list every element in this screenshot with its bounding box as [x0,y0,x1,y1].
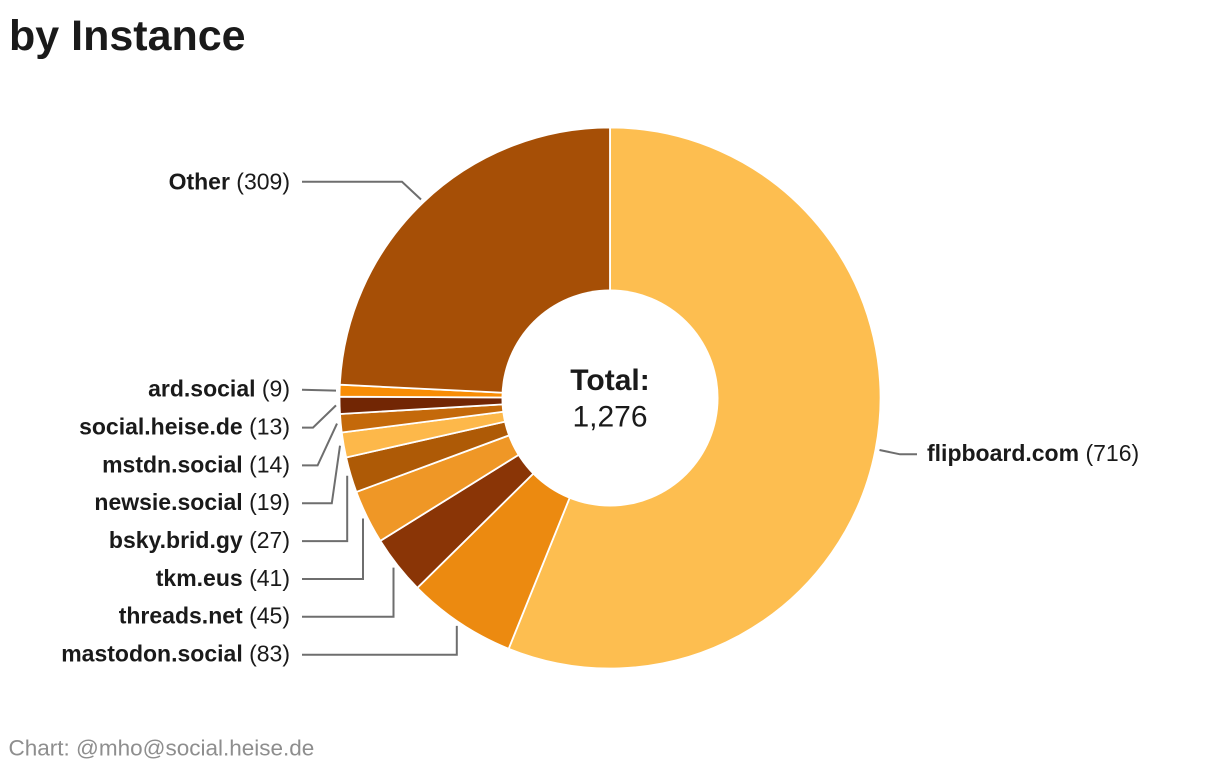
svg-text:by Instance: by Instance [9,12,246,60]
svg-text:Total:: Total: [570,364,649,397]
svg-text:threads.net (45): threads.net (45) [119,603,290,629]
svg-text:Other (309): Other (309) [169,169,290,195]
svg-text:Chart: @mho@social.heise.de: Chart: @mho@social.heise.de [9,735,315,760]
svg-text:social.heise.de (13): social.heise.de (13) [79,414,290,440]
svg-text:bsky.brid.gy (27): bsky.brid.gy (27) [109,527,290,553]
svg-text:ard.social (9): ard.social (9) [148,376,290,402]
svg-text:newsie.social (19): newsie.social (19) [94,489,290,515]
svg-text:tkm.eus (41): tkm.eus (41) [156,565,290,591]
svg-text:flipboard.com (716): flipboard.com (716) [927,440,1139,466]
svg-text:1,276: 1,276 [572,400,647,433]
svg-text:mastodon.social (83): mastodon.social (83) [61,641,290,667]
svg-text:mstdn.social (14): mstdn.social (14) [102,451,290,477]
